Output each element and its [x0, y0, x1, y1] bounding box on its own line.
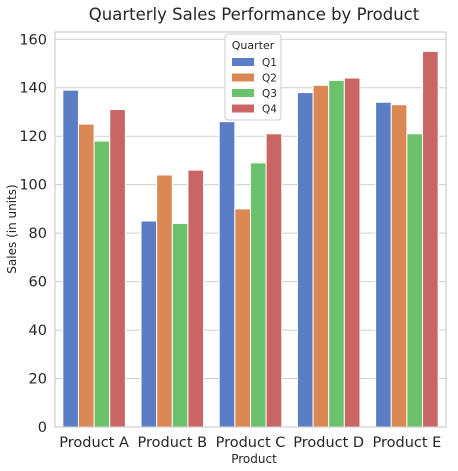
bar-q4: [343, 77, 361, 428]
x-tick-label: Product E: [372, 435, 441, 451]
legend: Quarter Q1 Q2 Q3 Q4: [224, 33, 282, 121]
bar-q1: [296, 92, 314, 428]
legend-swatch-q4: [232, 104, 254, 113]
legend-label-q4: Q4: [262, 104, 277, 116]
y-axis-title: Sales (in units): [5, 184, 19, 273]
x-tick-label: Product D: [293, 435, 364, 451]
bar-q4: [109, 109, 126, 428]
bar-q1: [62, 89, 79, 428]
bar-q4: [422, 50, 439, 428]
bar-q3: [171, 222, 189, 428]
y-tick-label: 100: [19, 178, 47, 194]
legend-swatch-q3: [232, 89, 254, 97]
bar-q2: [312, 84, 330, 428]
x-tick-label: Product C: [216, 435, 286, 451]
bar-q1: [218, 121, 236, 428]
chart-title: Quarterly Sales Performance by Product: [89, 5, 420, 24]
bar-q2: [390, 104, 408, 428]
plot-frame: [54, 31, 447, 428]
bar-q3: [93, 140, 111, 428]
plot-area: 0 20 40 60 80 100 120 140 160 Product A Product B P…: [19, 31, 447, 451]
legend-label-q1: Q1: [262, 57, 277, 69]
legend-title: Quarter: [232, 39, 275, 52]
x-axis-title: Product: [231, 452, 277, 466]
y-tick-label: 20: [29, 372, 47, 388]
y-tick-label: 140: [19, 81, 47, 97]
y-tick-label: 60: [29, 275, 47, 291]
legend-label-q3: Q3: [262, 88, 277, 100]
y-tick-label: 120: [19, 129, 47, 145]
legend-swatch-q1: [232, 58, 254, 66]
x-tick-label: Product A: [59, 435, 129, 451]
y-tick-label: 80: [29, 226, 47, 242]
bar-q4: [187, 169, 205, 428]
bar-q3: [250, 162, 267, 428]
y-tick-label: 0: [38, 420, 47, 436]
bar-q3: [406, 133, 424, 428]
x-tick-label: Product B: [137, 435, 207, 451]
bar-q1: [375, 101, 392, 428]
bar-q1: [140, 220, 158, 428]
bar-q2: [77, 123, 95, 428]
legend-swatch-q2: [232, 73, 254, 82]
bar-q2: [156, 174, 173, 428]
legend-label-q2: Q2: [262, 73, 277, 85]
bar-q2: [234, 208, 252, 428]
bar-q3: [328, 79, 345, 428]
y-tick-label: 160: [19, 32, 47, 48]
bar-q4: [265, 133, 283, 428]
y-tick-label: 40: [29, 323, 47, 339]
